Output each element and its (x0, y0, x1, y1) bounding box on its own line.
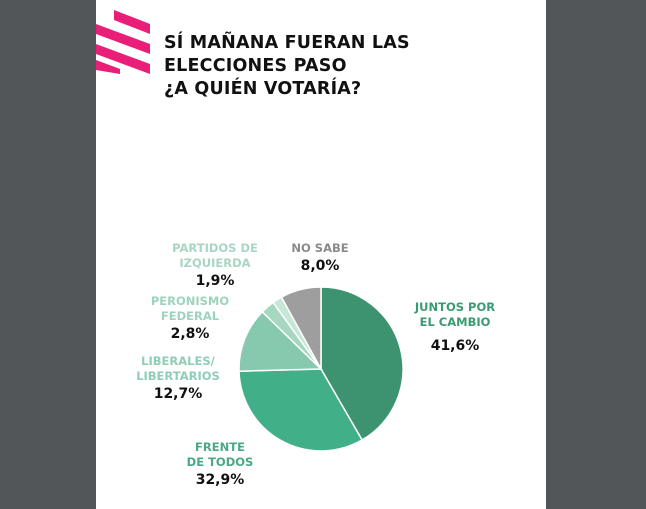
title-line: ¿A QUIÉN VOTARÍA? (164, 79, 362, 99)
label-izquierda: PARTIDOS DE IZQUIERDA 1,9% (165, 241, 265, 291)
data-label: 41,6% (430, 338, 480, 354)
slice-label: PERONISMO (150, 294, 230, 308)
data-label: 32,9% (195, 472, 245, 488)
pie-slice-1 (238, 368, 364, 452)
label-no-sabe: NO SABE 8,0% (280, 241, 360, 276)
logo-icon (96, 10, 150, 74)
data-label: 2,8% (170, 326, 210, 342)
slice-label: DE TODOS (186, 455, 254, 469)
slice-label: PARTIDOS DE (172, 241, 258, 255)
title-line: ELECCIONES PASO (164, 56, 347, 76)
pie-slice-5 (280, 286, 322, 370)
slice-label: EL CAMBIO (419, 315, 491, 329)
data-label: 12,7% (153, 386, 203, 402)
slice-label: IZQUIERDA (179, 256, 251, 270)
slice-label: FRENTE (195, 440, 245, 454)
label-frente: FRENTE DE TODOS 32,9% (175, 440, 265, 490)
slice-label: FEDERAL (160, 309, 220, 323)
label-juntos: JUNTOS POR EL CAMBIO 41,6% (410, 300, 500, 356)
label-liberales: LIBERALES/ LIBERTARIOS 12,7% (128, 354, 228, 404)
data-label: 8,0% (300, 258, 340, 274)
page-title: SÍ MAÑANA FUERAN LAS ELECCIONES PASO ¿A … (164, 32, 410, 101)
slice-label: LIBERALES/ (141, 354, 215, 368)
slice-label: NO SABE (291, 241, 349, 255)
slice-label: JUNTOS POR (414, 300, 496, 314)
pie-slice-2 (238, 310, 323, 372)
slice-label: LIBERTARIOS (136, 369, 220, 383)
pie-slice-0 (320, 286, 404, 441)
label-peronismo: PERONISMO FEDERAL 2,8% (140, 294, 240, 344)
title-line: SÍ MAÑANA FUERAN LAS (164, 33, 410, 53)
data-label: 1,9% (195, 273, 235, 289)
